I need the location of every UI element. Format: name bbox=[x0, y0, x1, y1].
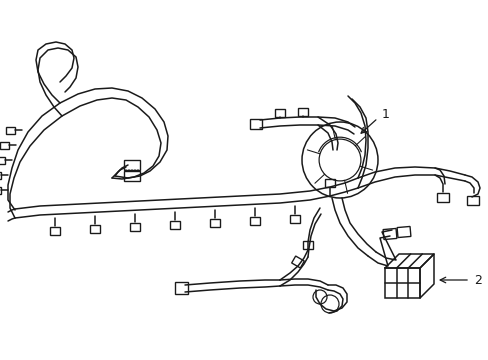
Bar bbox=[0, 141, 8, 148]
Bar bbox=[170, 221, 180, 229]
Bar bbox=[124, 171, 140, 181]
Bar bbox=[90, 225, 100, 233]
Bar bbox=[5, 126, 15, 134]
Bar bbox=[382, 229, 396, 239]
Bar bbox=[209, 219, 220, 227]
Bar bbox=[291, 256, 304, 268]
Bar bbox=[297, 108, 307, 116]
Bar bbox=[325, 179, 334, 187]
Bar bbox=[174, 282, 187, 294]
Bar bbox=[124, 160, 140, 170]
Bar bbox=[249, 217, 260, 225]
Bar bbox=[436, 193, 448, 202]
Bar bbox=[50, 227, 60, 235]
Bar bbox=[0, 157, 4, 163]
Bar bbox=[274, 109, 285, 117]
Bar bbox=[466, 195, 478, 204]
Text: 2: 2 bbox=[473, 274, 481, 287]
Text: 1: 1 bbox=[381, 108, 389, 122]
Bar bbox=[130, 223, 140, 231]
Bar bbox=[384, 268, 419, 298]
Bar bbox=[249, 119, 262, 129]
Bar bbox=[396, 226, 410, 238]
Bar bbox=[289, 215, 299, 223]
Bar bbox=[303, 241, 312, 249]
